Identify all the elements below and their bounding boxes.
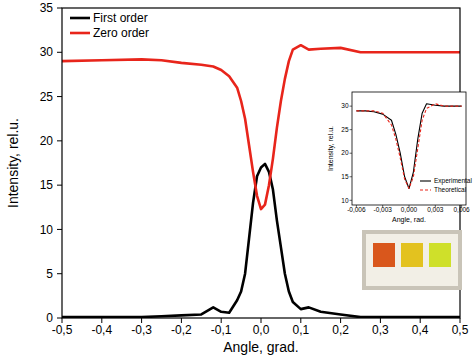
y-tick [57, 8, 62, 9]
x-tick-label: -0,2 [171, 323, 192, 337]
legend-swatch [70, 32, 90, 35]
main-chart: -0,5 -0,4 -0,3 -0,2 -0,1 0,0 0,1 0,2 0,3 0,4 0,5 0 5… [5, 1, 469, 355]
chart-root: -0,5 -0,4 -0,3 -0,2 -0,1 0,0 0,1 0,2 0,3 0,4 0,5 0 5… [0, 0, 474, 358]
legend-swatch [420, 180, 431, 181]
y-axis-title: Intensity, rel.u. [327, 126, 335, 171]
legend: First orderZero order [70, 11, 149, 40]
y-tick-label: 30 [341, 102, 349, 109]
y-tick [350, 176, 353, 177]
y-tick-label: 35 [40, 1, 54, 15]
y-tick [57, 185, 62, 186]
y-axis-title: Intensity, rel.u. [5, 118, 21, 208]
legend-swatch [70, 17, 90, 20]
photo-plate [366, 234, 458, 286]
legend-swatch [420, 189, 431, 190]
y-tick-label: 5 [46, 267, 53, 281]
x-tick-label: -0,003 [373, 206, 392, 213]
x-tick-label: 0,3 [372, 323, 389, 337]
y-tick [57, 140, 62, 141]
x-tick-label: 0,2 [332, 323, 349, 337]
y-tick [57, 273, 62, 274]
y-tick [350, 153, 353, 154]
y-tick [57, 318, 62, 319]
x-tick-label: -0,5 [52, 323, 73, 337]
y-tick-label: 25 [341, 126, 349, 133]
y-tick-label: 25 [40, 90, 54, 104]
y-tick-label: 0 [46, 311, 53, 325]
photo-sample [401, 243, 423, 267]
series-line [356, 104, 461, 189]
x-tick-label: 0,5 [452, 323, 469, 337]
x-tick-label: -0,4 [91, 323, 112, 337]
plot-background [352, 92, 466, 205]
legend-label: First order [93, 11, 148, 25]
x-tick-label: 0,006 [453, 206, 470, 213]
photo-sample [429, 243, 451, 267]
series-line [356, 104, 461, 189]
legend-label: Zero order [93, 26, 149, 40]
photo-sample [373, 243, 395, 267]
y-tick-label: 20 [40, 134, 54, 148]
plot-frame [352, 92, 466, 205]
y-tick [350, 200, 353, 201]
legend-label: Experimental [434, 177, 472, 185]
y-tick [57, 229, 62, 230]
x-tick-label: 0,000 [401, 206, 418, 213]
legend: ExperimentalTheoretical [420, 177, 472, 193]
y-tick [57, 96, 62, 97]
series-group [356, 104, 461, 189]
y-tick [350, 129, 353, 130]
x-tick-label: -0,1 [211, 323, 232, 337]
x-tick-label: 0,4 [412, 323, 429, 337]
x-tick-label: -0,3 [131, 323, 152, 337]
x-axis-title: Angle, rad. [392, 216, 426, 224]
sample-photo [362, 230, 462, 290]
y-tick-label: 10 [341, 197, 349, 204]
x-tick-label: -0,006 [347, 206, 366, 213]
inset-chart: -0,006 -0,003 0,000 0,003 0,006 10 15 20 25 30 Ang… [327, 92, 472, 224]
y-tick-label: 15 [341, 173, 349, 180]
legend-label: Theoretical [434, 186, 467, 193]
y-tick [57, 52, 62, 53]
y-tick-label: 15 [40, 178, 54, 192]
y-tick-label: 10 [40, 223, 54, 237]
y-tick [350, 106, 353, 107]
y-tick-label: 30 [40, 45, 54, 59]
x-tick-label: 0,1 [292, 323, 309, 337]
photo-background [362, 230, 462, 290]
x-axis-title: Angle, grad. [223, 339, 299, 355]
x-tick-label: 0,0 [253, 323, 270, 337]
y-tick-label: 20 [341, 149, 349, 156]
x-tick-label: 0,003 [427, 206, 444, 213]
